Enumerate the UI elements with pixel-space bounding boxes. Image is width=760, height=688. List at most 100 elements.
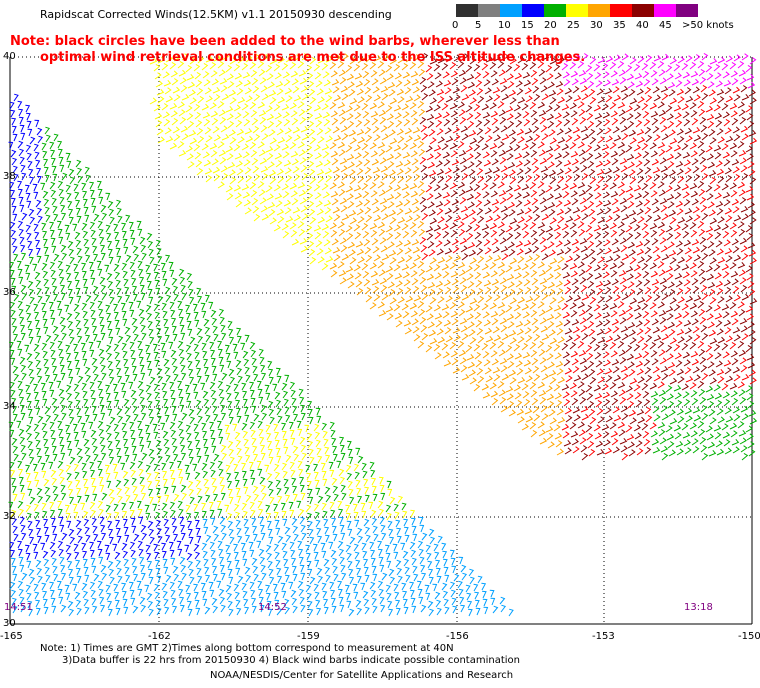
wind-barb: [578, 309, 586, 317]
wind-barb: [683, 118, 691, 127]
wind-barb: [146, 360, 152, 369]
wind-barb: [491, 117, 499, 126]
wind-barb: [203, 478, 209, 487]
wind-barb: [404, 286, 412, 295]
wind-barb: [428, 608, 435, 617]
wind-barb: [185, 105, 193, 113]
wind-barb: [530, 429, 538, 438]
wind-barb: [401, 62, 409, 71]
wind-barb: [437, 296, 445, 304]
wind-barb: [620, 205, 628, 213]
wind-barb: [36, 367, 42, 376]
wind-barb: [313, 423, 320, 432]
wind-barb: [634, 192, 643, 200]
wind-barb: [50, 509, 56, 518]
wind-barb: [492, 126, 500, 134]
wind-barb: [434, 192, 442, 200]
wind-barb: [666, 393, 674, 401]
wind-barb: [450, 110, 458, 118]
wind-barb: [234, 471, 240, 480]
wind-barb: [740, 445, 748, 453]
wind-barb: [610, 350, 618, 358]
wind-barb: [434, 112, 443, 120]
wind-barb: [467, 120, 475, 129]
wind-barb: [675, 320, 683, 328]
wind-barb: [641, 262, 649, 271]
wind-barb: [713, 184, 721, 192]
wind-barb: [49, 181, 56, 190]
wind-barb: [140, 324, 146, 333]
wind-barb: [389, 576, 396, 585]
wind-barb: [611, 278, 619, 286]
wind-barb: [90, 589, 96, 598]
wind-barb: [353, 63, 361, 72]
wind-barb: [205, 174, 213, 183]
wind-barb: [81, 182, 87, 191]
wind-barb: [97, 188, 103, 197]
wind-barb: [11, 237, 17, 246]
wind-barb: [205, 135, 213, 143]
wind-barb: [389, 496, 396, 505]
wind-barb: [555, 80, 564, 88]
wind-barb: [197, 335, 204, 344]
wind-barb: [561, 342, 569, 351]
wind-barb: [508, 249, 516, 257]
wind-barb: [498, 349, 506, 357]
wind-barb: [540, 405, 548, 413]
wind-barb: [292, 206, 301, 214]
wind-barb: [379, 516, 385, 525]
wind-barb: [290, 469, 296, 478]
wind-barb: [269, 496, 275, 505]
wind-barb: [181, 93, 190, 101]
wind-barb: [321, 62, 329, 71]
wind-barb: [377, 101, 385, 109]
wind-barb: [701, 172, 709, 181]
wind-barb: [561, 223, 569, 231]
wind-barb: [18, 308, 24, 317]
wind-barb: [355, 599, 362, 608]
wind-barb: [292, 565, 297, 574]
wind-barb: [58, 548, 64, 557]
wind-barb: [529, 421, 537, 430]
wind-barb: [361, 62, 369, 71]
wind-barb: [723, 398, 731, 407]
wind-barb: [25, 224, 31, 233]
wind-barb: [585, 344, 593, 353]
wind-barb: [40, 462, 46, 471]
wind-barb: [589, 176, 597, 185]
wind-barb: [309, 136, 317, 145]
wind-barb: [82, 390, 88, 399]
wind-barb: [332, 525, 337, 534]
wind-barb: [129, 421, 135, 430]
wind-barb: [122, 350, 128, 359]
wind-barb: [29, 576, 36, 585]
colorbar-label-5: 25: [567, 20, 580, 31]
wind-barb: [731, 397, 739, 406]
wind-barb: [100, 444, 106, 453]
wind-barb: [42, 150, 48, 159]
wind-barb: [97, 220, 103, 229]
wind-barb: [185, 424, 191, 433]
wind-barb: [572, 366, 580, 374]
wind-barb: [211, 597, 218, 606]
wind-barb: [19, 396, 25, 405]
wind-barb: [601, 183, 609, 191]
colorbar-label-7: 35: [613, 20, 626, 31]
wind-barb: [594, 231, 602, 240]
wind-barb: [227, 120, 235, 129]
wind-barb: [237, 96, 246, 104]
wind-barb: [651, 158, 660, 166]
wind-barb: [297, 60, 305, 69]
wind-barb: [157, 415, 162, 424]
wind-barb: [388, 249, 397, 257]
wind-barb: [164, 406, 169, 415]
wind-barb: [722, 71, 730, 79]
wind-barb: [211, 357, 216, 366]
wind-barb: [299, 564, 305, 573]
wind-barb: [747, 281, 755, 289]
wind-barb: [68, 168, 75, 177]
wind-barb: [300, 484, 305, 493]
wind-barb: [61, 292, 66, 301]
wind-barb: [77, 535, 83, 544]
wind-barb: [500, 365, 508, 373]
